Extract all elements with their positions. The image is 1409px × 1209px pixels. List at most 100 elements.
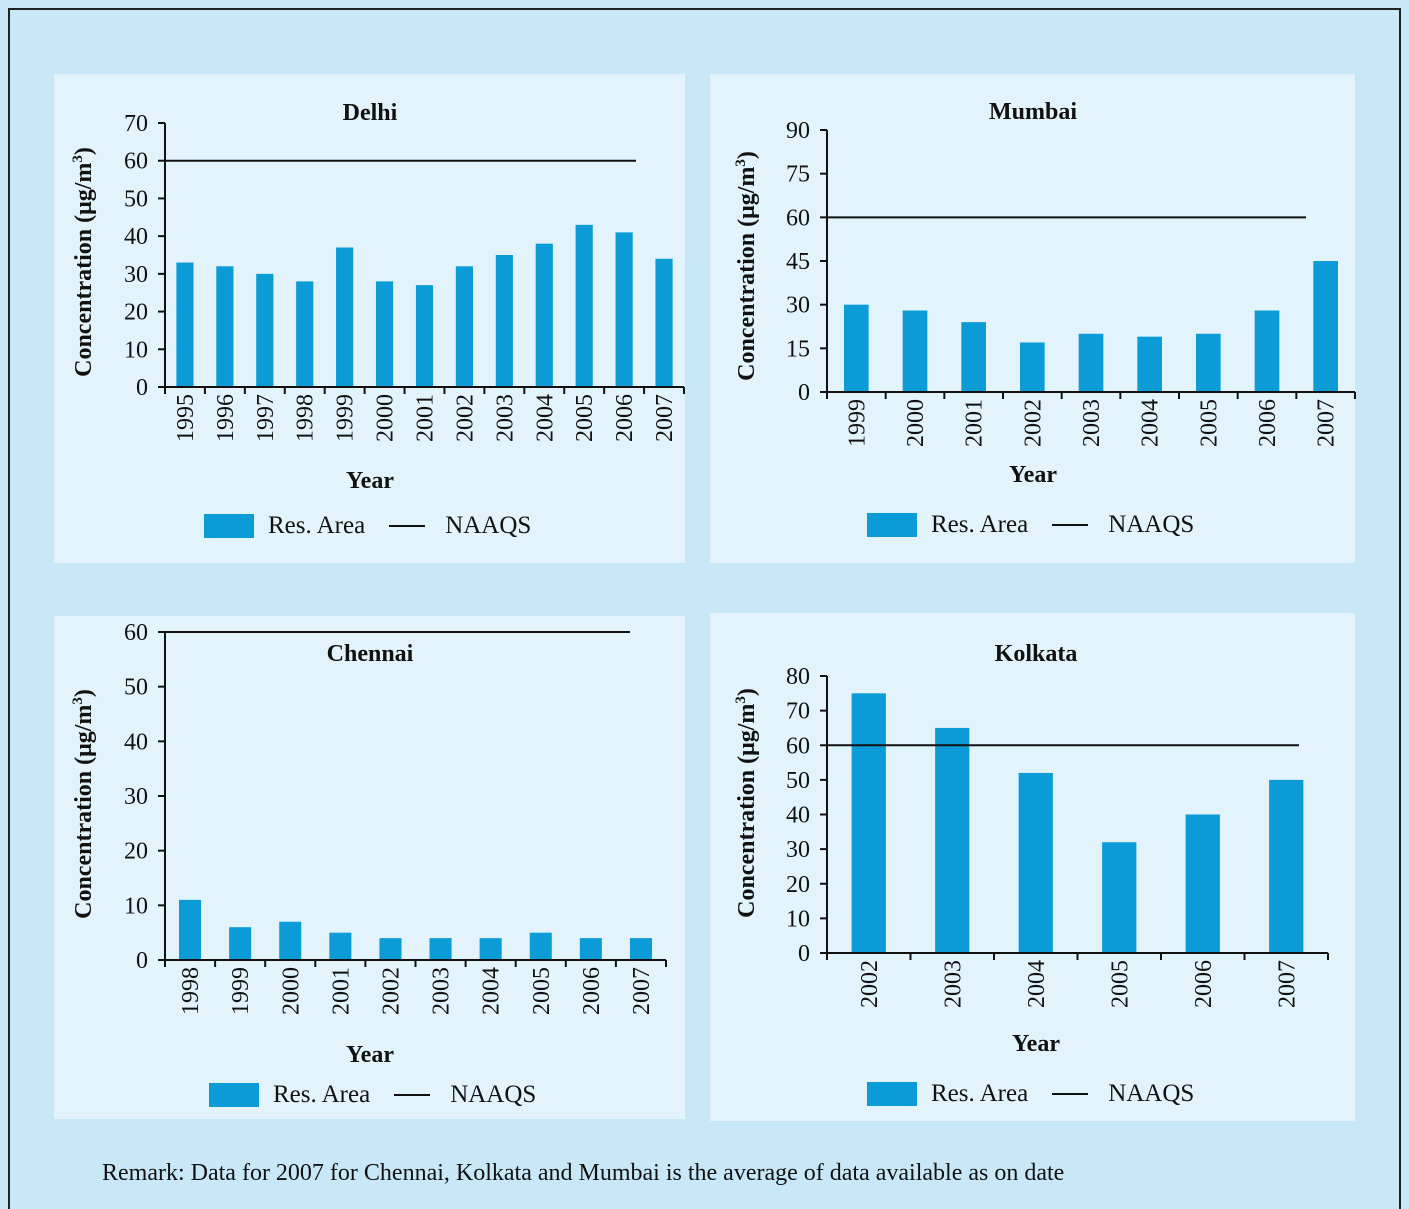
x-tick-label: 2007 bbox=[1274, 960, 1300, 1008]
x-tick-label: 2001 bbox=[962, 399, 988, 447]
bar bbox=[615, 232, 633, 387]
bar bbox=[479, 938, 502, 960]
bar bbox=[935, 727, 970, 953]
x-tick-label: 2004 bbox=[1138, 399, 1164, 447]
x-tick-label: 2007 bbox=[629, 967, 655, 1015]
bar bbox=[1020, 342, 1045, 392]
x-tick-label: 2005 bbox=[1196, 399, 1222, 447]
bar bbox=[529, 932, 552, 960]
bar bbox=[1078, 333, 1104, 392]
y-tick-label: 60 bbox=[124, 620, 148, 646]
chart-title: Mumbai bbox=[989, 99, 1077, 125]
chart-title: Delhi bbox=[343, 100, 398, 126]
x-tick-label: 2002 bbox=[452, 394, 478, 442]
x-tick-label: 2001 bbox=[413, 394, 439, 442]
x-tick-label: 1999 bbox=[228, 967, 254, 1015]
bar bbox=[1269, 779, 1304, 953]
y-axis-label: Concentration (μg/m3) bbox=[70, 689, 97, 919]
bar bbox=[844, 304, 869, 392]
bar bbox=[1313, 261, 1338, 392]
legend-line-label: NAAQS bbox=[445, 512, 532, 539]
remark-text: Remark: Data for 2007 for Chennai, Kolka… bbox=[102, 1160, 1065, 1186]
x-tick-label: 2007 bbox=[1314, 399, 1340, 447]
x-tick-label: 2006 bbox=[579, 967, 605, 1015]
y-tick-label: 60 bbox=[786, 733, 810, 759]
y-tick-label: 10 bbox=[786, 906, 810, 932]
bar bbox=[961, 322, 986, 392]
bar bbox=[379, 938, 402, 960]
x-tick-label: 1997 bbox=[253, 394, 279, 442]
y-tick-label: 70 bbox=[124, 111, 148, 137]
x-axis-label: Year bbox=[1012, 1031, 1060, 1057]
delhi-chart: Delhi 0 10 20 30 40 50 60 70 1995 1996 1997 1998 1999… bbox=[70, 100, 685, 494]
y-tick-label: 15 bbox=[786, 336, 810, 362]
kolkata-chart: Kolkata 0 10 20 30 40 50 60 70 80 2002 2003 2004 2005… bbox=[733, 641, 1329, 1057]
y-tick-label: 40 bbox=[786, 803, 810, 829]
bar bbox=[1102, 842, 1137, 953]
bar bbox=[256, 273, 274, 387]
delhi-chart-panel: Delhi 0 10 20 30 40 50 60 70 1995 1996 1997 1998 1999… bbox=[54, 74, 685, 563]
bar bbox=[415, 285, 434, 387]
bar bbox=[216, 266, 234, 387]
y-tick-label: 90 bbox=[786, 118, 810, 144]
x-tick-label: 2000 bbox=[373, 394, 399, 442]
bar bbox=[336, 247, 354, 387]
legend-line-label: NAAQS bbox=[1108, 1080, 1195, 1107]
y-tick-label: 20 bbox=[124, 300, 148, 326]
y-tick-label: 20 bbox=[786, 872, 810, 898]
x-tick-label: 2005 bbox=[529, 967, 555, 1015]
chart-title: Kolkata bbox=[995, 641, 1078, 667]
y-tick-label: 60 bbox=[124, 149, 148, 175]
y-tick-label: 30 bbox=[786, 837, 810, 863]
y-tick-label: 0 bbox=[798, 941, 810, 967]
bar bbox=[902, 310, 928, 392]
y-tick-label: 70 bbox=[786, 699, 810, 725]
bar bbox=[1185, 814, 1220, 953]
x-tick-label: 2003 bbox=[492, 394, 518, 442]
legend-bar-label: Res. Area bbox=[931, 1080, 1029, 1107]
bar bbox=[851, 693, 886, 953]
bar bbox=[1018, 772, 1053, 953]
bar bbox=[229, 927, 252, 960]
y-tick-label: 30 bbox=[124, 784, 148, 810]
y-tick-label: 40 bbox=[124, 729, 148, 755]
y-tick-label: 20 bbox=[124, 839, 148, 865]
legend-bar-label: Res. Area bbox=[268, 512, 366, 539]
x-tick-label: 2006 bbox=[1191, 960, 1217, 1008]
x-tick-label: 2006 bbox=[1255, 399, 1281, 447]
x-axis-label: Year bbox=[1009, 462, 1057, 488]
x-tick-label: 2003 bbox=[429, 967, 455, 1015]
legend-line-label: NAAQS bbox=[450, 1081, 537, 1108]
x-tick-label: 2005 bbox=[1107, 960, 1133, 1008]
y-tick-label: 10 bbox=[124, 893, 148, 919]
x-tick-label: 2003 bbox=[1079, 399, 1105, 447]
y-axis-label: Concentration (μg/m3) bbox=[733, 688, 760, 918]
y-tick-label: 50 bbox=[786, 768, 810, 794]
mumbai-legend: Res. Area NAAQS bbox=[867, 511, 1194, 539]
bar bbox=[179, 899, 202, 960]
mumbai-chart: Mumbai 0 15 30 45 60 75 90 1999 2000 2001 2002 2003 2… bbox=[733, 99, 1356, 488]
x-tick-label: 1996 bbox=[213, 394, 239, 442]
x-tick-label: 2000 bbox=[903, 399, 929, 447]
bar bbox=[1137, 336, 1162, 392]
x-tick-label: 1999 bbox=[333, 394, 359, 442]
legend-bar-label: Res. Area bbox=[931, 511, 1029, 538]
bar bbox=[575, 224, 593, 387]
legend-bar-swatch bbox=[867, 1082, 917, 1106]
bar bbox=[176, 262, 194, 387]
x-tick-label: 2006 bbox=[612, 394, 638, 442]
x-tick-label: 1998 bbox=[293, 394, 319, 442]
legend-line-swatch bbox=[1052, 1093, 1089, 1095]
x-tick-label: 2001 bbox=[328, 967, 354, 1015]
legend-bar-label: Res. Area bbox=[273, 1081, 371, 1108]
x-tick-label: 1999 bbox=[844, 399, 870, 447]
mumbai-chart-panel: Mumbai 0 15 30 45 60 75 90 1999 2000 2001 2002 2003 2… bbox=[710, 74, 1356, 563]
y-tick-label: 75 bbox=[786, 162, 810, 188]
legend-line-label: NAAQS bbox=[1108, 511, 1195, 538]
y-tick-label: 30 bbox=[786, 293, 810, 319]
bar bbox=[629, 938, 652, 960]
x-tick-label: 2002 bbox=[857, 960, 883, 1008]
y-tick-label: 0 bbox=[136, 375, 148, 401]
delhi-legend: Res. Area NAAQS bbox=[204, 512, 531, 540]
y-tick-label: 40 bbox=[124, 224, 148, 250]
